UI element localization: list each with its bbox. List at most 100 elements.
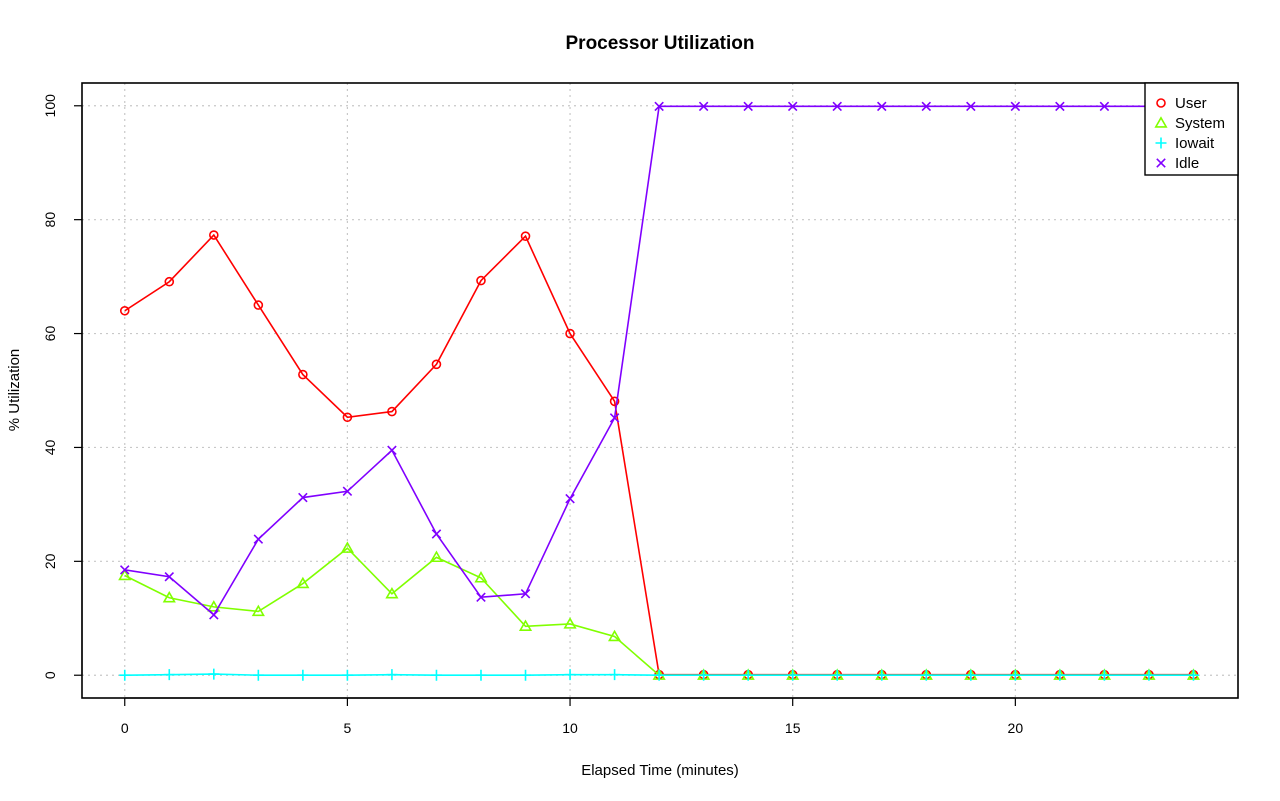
data-point-iowait: [564, 669, 576, 681]
data-point-idle: [787, 101, 798, 112]
grid-lines: [82, 83, 1238, 698]
data-point-idle: [966, 101, 976, 112]
y-tick-label: 80: [42, 212, 58, 228]
data-point-iowait: [119, 669, 131, 681]
chart-title: Processor Utilization: [566, 33, 755, 54]
data-point-user: [431, 359, 442, 370]
data-point-idle: [565, 493, 575, 504]
data-point-idle: [342, 486, 353, 497]
y-tick-label: 60: [42, 326, 58, 342]
data-point-user: [253, 300, 264, 310]
x-tick-label: 15: [785, 720, 801, 736]
legend-item-iowait: Iowait: [1155, 135, 1215, 152]
data-point-idle: [431, 529, 442, 539]
data-point-user: [520, 231, 531, 241]
data-point-system: [474, 571, 488, 583]
data-point-system: [118, 568, 132, 581]
data-point-user: [164, 276, 175, 287]
data-point-iowait: [698, 669, 710, 681]
data-point-idle: [743, 101, 753, 112]
data-point-system: [162, 590, 176, 603]
data-point-iowait: [1143, 669, 1155, 681]
series-layer: [118, 101, 1201, 681]
data-point-system: [251, 604, 265, 617]
data-point-user: [298, 369, 308, 380]
data-point-system: [563, 617, 577, 629]
data-point-iowait: [787, 669, 799, 681]
y-tick-label: 20: [42, 553, 58, 569]
data-point-iowait: [1009, 669, 1021, 681]
data-point-user: [119, 305, 130, 316]
x-tick-label: 0: [121, 720, 129, 736]
legend-label-iowait: Iowait: [1175, 135, 1215, 152]
data-point-iowait: [1098, 669, 1110, 681]
data-point-iowait: [1187, 669, 1199, 681]
data-point-idle: [253, 534, 264, 544]
y-tick-label: 40: [42, 439, 58, 455]
data-point-iowait: [520, 669, 532, 681]
data-point-idle: [876, 101, 887, 112]
data-point-iowait: [430, 669, 442, 681]
data-point-system: [296, 576, 310, 589]
data-point-idle: [921, 101, 932, 112]
data-point-idle: [164, 571, 175, 582]
y-tick-label: 0: [42, 671, 58, 679]
data-point-user: [209, 230, 219, 240]
legend-marker-idle: [1156, 158, 1166, 168]
series-system: [118, 541, 1201, 680]
data-point-idle: [654, 101, 664, 112]
series-line-system: [124, 547, 1194, 677]
data-point-idle: [476, 592, 486, 602]
legend: User System Iowait Idle: [1144, 82, 1239, 176]
data-point-system: [385, 586, 399, 599]
legend-marker-user: [1156, 98, 1166, 108]
data-point-idle: [1055, 101, 1065, 112]
legend-marker-iowait: [1155, 137, 1167, 149]
y-axis: 0 20 40 60 80 100: [42, 94, 83, 679]
x-tick-label: 10: [562, 720, 578, 736]
series-line-idle: [124, 105, 1194, 617]
series-line-user: [124, 233, 1194, 676]
data-point-iowait: [386, 669, 398, 681]
data-point-iowait: [341, 669, 353, 681]
x-tick-label: 5: [344, 720, 352, 736]
series-user: [119, 230, 1199, 680]
series-idle: [119, 101, 1199, 620]
data-point-iowait: [163, 669, 175, 681]
data-point-user: [565, 328, 575, 339]
data-point-iowait: [1054, 669, 1066, 681]
legend-item-system: System: [1154, 115, 1225, 132]
data-point-user: [387, 406, 397, 417]
data-point-system: [340, 541, 354, 553]
legend-label-system: System: [1175, 115, 1225, 132]
data-point-idle: [832, 101, 842, 112]
y-axis-label: % Utilization: [6, 349, 23, 432]
data-point-idle: [609, 413, 620, 423]
data-point-user: [609, 396, 620, 407]
legend-label-idle: Idle: [1175, 155, 1199, 172]
data-point-user: [342, 412, 353, 423]
data-point-idle: [209, 610, 219, 620]
data-point-user: [476, 275, 486, 286]
data-point-iowait: [208, 668, 220, 680]
data-point-system: [608, 629, 622, 642]
x-axis: 0 5 10 15 20: [121, 697, 1023, 736]
data-point-idle: [1099, 101, 1110, 112]
x-axis-label: Elapsed Time (minutes): [581, 762, 739, 779]
y-tick-label: 100: [42, 94, 58, 118]
data-point-idle: [520, 589, 531, 599]
data-point-iowait: [297, 669, 309, 681]
data-point-system: [518, 619, 533, 631]
legend-label-user: User: [1175, 95, 1207, 112]
data-point-iowait: [831, 669, 843, 681]
data-point-iowait: [920, 669, 932, 681]
data-point-iowait: [252, 669, 264, 681]
data-point-idle: [1010, 101, 1021, 112]
data-point-idle: [119, 565, 130, 575]
legend-item-idle: Idle: [1156, 155, 1199, 172]
plot-frame: [81, 82, 1239, 699]
data-point-iowait: [876, 669, 888, 681]
data-point-iowait: [742, 669, 754, 681]
legend-item-user: User: [1156, 95, 1207, 112]
